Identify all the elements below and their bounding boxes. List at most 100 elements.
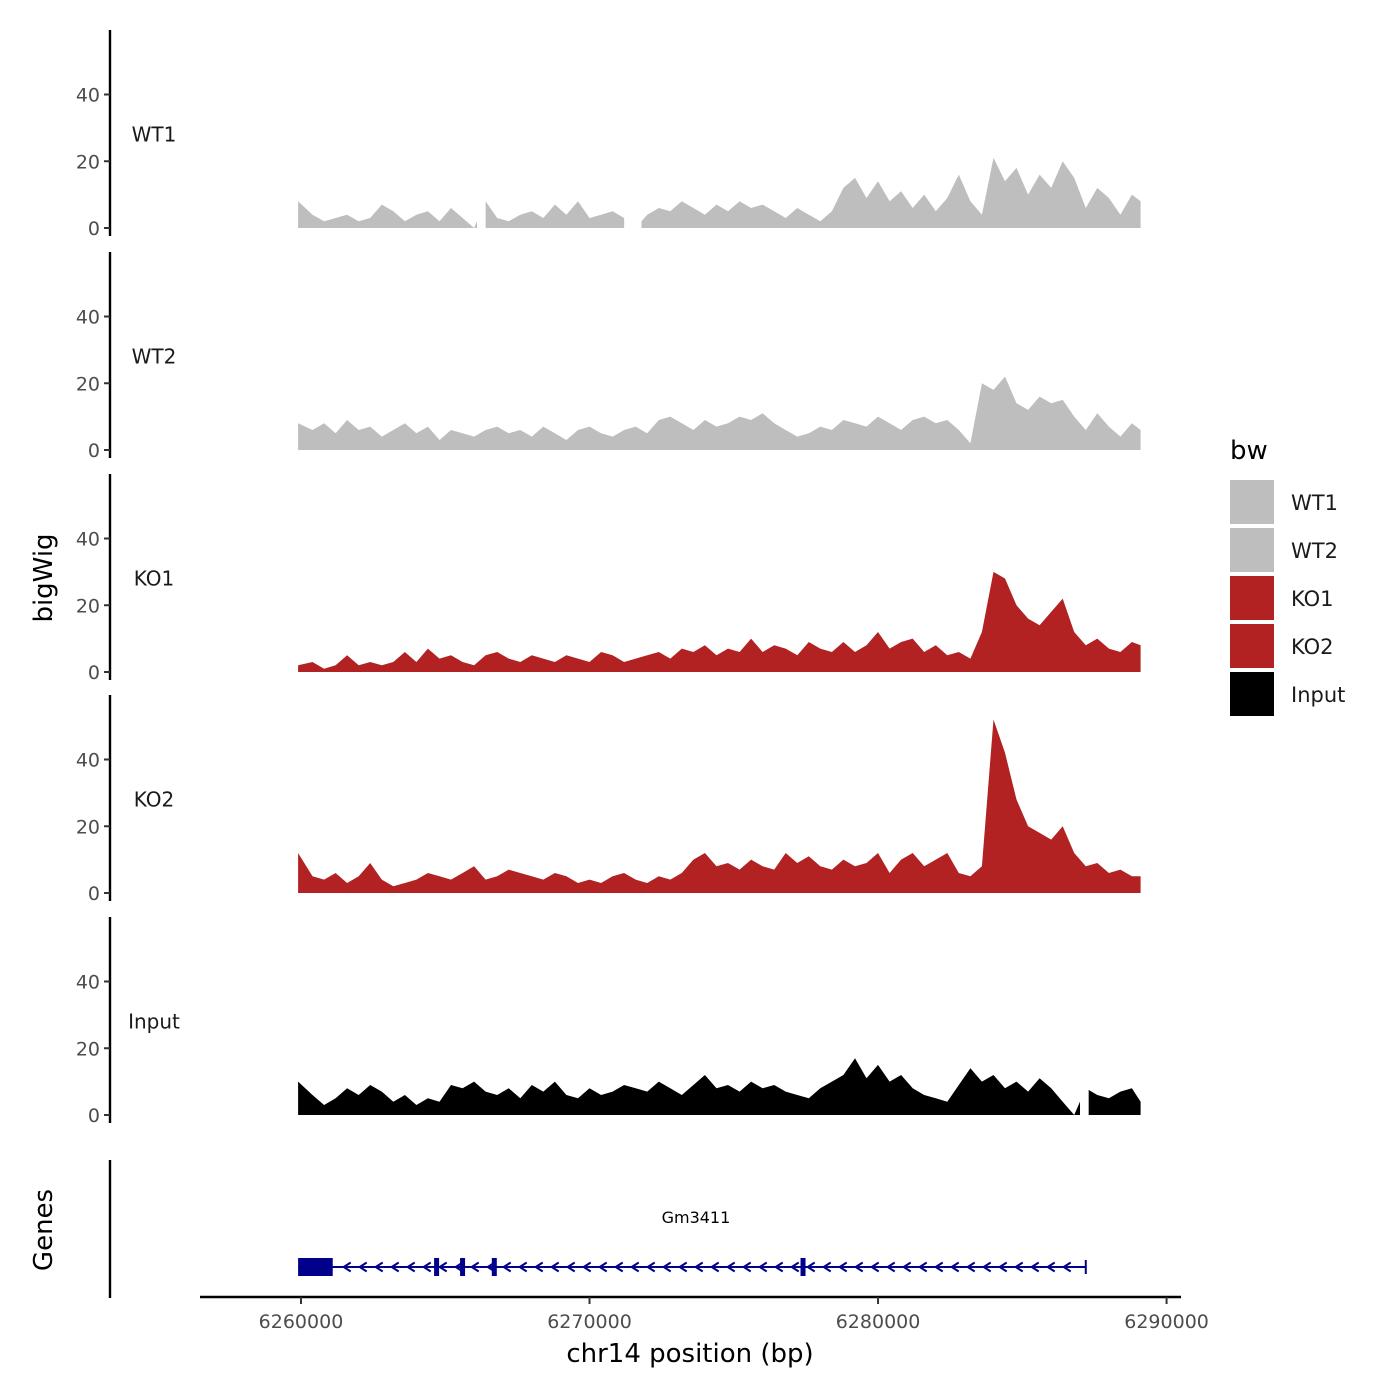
track-ko2: 0 20 40 KO2 — [76, 695, 1141, 905]
y-tick-label: 40 — [76, 750, 100, 772]
strand-arrow — [677, 1261, 688, 1273]
track-label: KO1 — [134, 567, 175, 591]
strand-arrow — [533, 1261, 544, 1273]
strand-arrow — [597, 1261, 608, 1273]
coverage-area-ko2 — [298, 719, 1141, 893]
strand-arrow — [837, 1261, 848, 1273]
legend-item-wt2: WT2 — [1230, 528, 1338, 572]
strand-arrow — [725, 1261, 736, 1273]
y-tick-label: 0 — [88, 662, 100, 684]
gene-exon — [460, 1258, 466, 1276]
gene-exon — [491, 1258, 497, 1276]
gene-exon — [800, 1258, 806, 1276]
gene-name-label: Gm3411 — [662, 1208, 731, 1227]
strand-arrow — [549, 1261, 560, 1273]
strand-arrow — [1045, 1261, 1056, 1273]
strand-arrow — [389, 1261, 400, 1273]
coverage-gap — [1080, 917, 1089, 1116]
y-tick-label: 0 — [88, 883, 100, 905]
strand-arrow — [869, 1261, 880, 1273]
strand-arrow — [437, 1261, 448, 1273]
strand-arrow — [901, 1261, 912, 1273]
legend-label: KO1 — [1291, 587, 1334, 611]
strand-arrow — [373, 1261, 384, 1273]
legend-swatch — [1230, 672, 1274, 716]
y-tick-label: 40 — [76, 307, 100, 329]
strand-arrow — [357, 1261, 368, 1273]
legend-label: WT2 — [1291, 539, 1338, 563]
legend-swatch — [1230, 528, 1274, 572]
track-input: 0 20 40 Input — [76, 917, 1141, 1127]
track-label: WT2 — [132, 345, 177, 369]
y-tick-label: 20 — [76, 816, 100, 838]
legend-swatch — [1230, 624, 1274, 668]
strand-arrow — [453, 1261, 464, 1273]
y-tick-label: 20 — [76, 151, 100, 173]
strand-arrow — [773, 1261, 784, 1273]
strand-arrow — [661, 1261, 672, 1273]
gene-exon — [434, 1258, 440, 1276]
strand-arrow — [789, 1261, 800, 1273]
strand-arrow — [853, 1261, 864, 1273]
track-wt2: 0 20 40 WT2 — [76, 252, 1141, 462]
strand-arrow — [405, 1261, 416, 1273]
strand-arrow — [485, 1261, 496, 1273]
x-tick-label: 6290000 — [1124, 1311, 1209, 1333]
y-tick-label: 40 — [76, 972, 100, 994]
strand-arrow — [757, 1261, 768, 1273]
y-tick-label: 40 — [76, 85, 100, 107]
coverage-area-wt2 — [298, 376, 1141, 450]
strand-arrow — [469, 1261, 480, 1273]
legend-swatch — [1230, 480, 1274, 524]
legend-item-input: Input — [1230, 672, 1345, 716]
y-tick-label: 40 — [76, 529, 100, 551]
strand-arrow — [1013, 1261, 1024, 1273]
gene-utr-block — [298, 1258, 333, 1276]
tracks-layer: 0 20 40 WT1 0 20 40 WT2 0 20 40 KO1 0 20 40 KO2 0 20 40 Inp… — [76, 30, 1141, 1127]
track-label: WT1 — [132, 123, 177, 147]
strand-arrow — [629, 1261, 640, 1273]
strand-arrow — [917, 1261, 928, 1273]
genes-layer: Gm3411 — [108, 1160, 1087, 1298]
strand-arrow — [997, 1261, 1008, 1273]
legend-label: KO2 — [1291, 635, 1334, 659]
track-label: Input — [128, 1010, 180, 1034]
strand-arrow — [517, 1261, 528, 1273]
y-axis-title-genes: Genes — [29, 1189, 59, 1271]
coverage-area-ko1 — [298, 571, 1141, 672]
y-tick-label: 20 — [76, 595, 100, 617]
strand-arrow — [341, 1261, 352, 1273]
legend-item-ko2: KO2 — [1230, 624, 1334, 668]
legend-item-ko1: KO1 — [1230, 576, 1334, 620]
legend-swatch — [1230, 576, 1274, 620]
legend-title: bw — [1230, 436, 1268, 466]
coverage-area-input — [298, 1058, 1141, 1115]
y-tick-label: 0 — [88, 218, 100, 240]
coverage-gap — [476, 30, 486, 229]
track-label: KO2 — [134, 788, 175, 812]
x-tick-label: 6270000 — [547, 1311, 632, 1333]
strand-arrow — [709, 1261, 720, 1273]
strand-arrow — [933, 1261, 944, 1273]
legend-label: WT1 — [1291, 491, 1338, 515]
gene-gm3411: Gm3411 — [298, 1208, 1087, 1276]
x-tick-label: 6260000 — [259, 1311, 344, 1333]
legend-label: Input — [1291, 683, 1345, 707]
x-axis-title: chr14 position (bp) — [566, 1339, 813, 1369]
strand-arrow — [645, 1261, 656, 1273]
y-axis-title-bigwig: bigWig — [29, 533, 59, 622]
strand-arrow — [693, 1261, 704, 1273]
strand-arrow — [741, 1261, 752, 1273]
coverage-area-wt1 — [298, 157, 1141, 228]
y-tick-label: 0 — [88, 1105, 100, 1127]
y-tick-label: 20 — [76, 1038, 100, 1060]
legend-item-wt1: WT1 — [1230, 480, 1338, 524]
strand-arrow — [421, 1261, 432, 1273]
strand-arrow — [565, 1261, 576, 1273]
strand-arrow — [885, 1261, 896, 1273]
y-tick-label: 20 — [76, 373, 100, 395]
coverage-gap — [624, 30, 642, 229]
x-axis: 6260000 6270000 6280000 6290000 — [200, 1295, 1209, 1333]
track-ko1: 0 20 40 KO1 — [76, 474, 1141, 684]
